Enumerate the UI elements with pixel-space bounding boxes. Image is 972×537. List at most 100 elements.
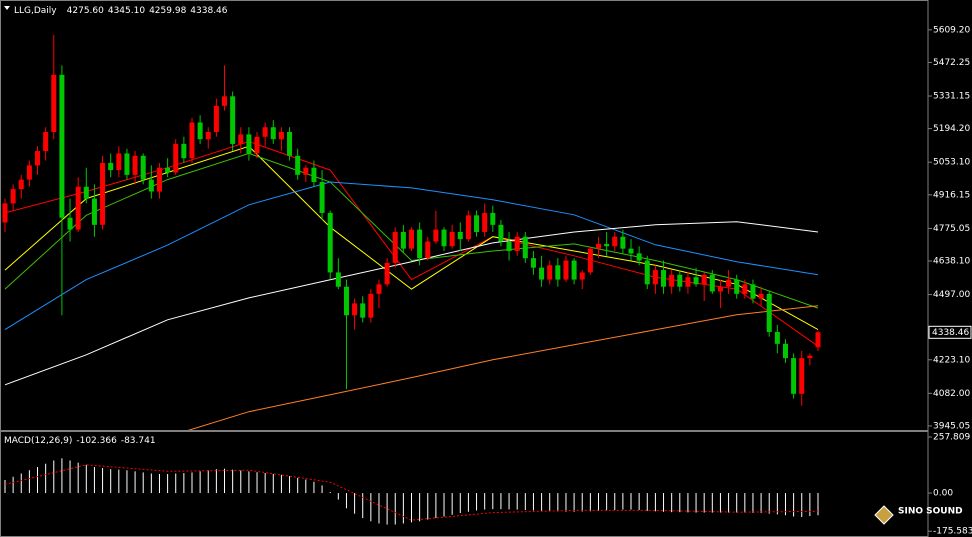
candle-body [425,241,431,259]
candle-body [319,181,325,213]
candle-body [392,231,398,263]
candle-body [26,165,32,180]
candle-body [148,179,154,192]
candle-body [766,293,772,332]
candle-body [774,331,780,344]
candle-body [173,143,179,173]
main-plot [2,34,821,430]
candle-body [278,132,284,140]
header-value: 4259.98 [149,6,186,16]
menu-arrow [4,6,10,10]
candle-body [335,272,341,287]
candle-body [539,267,545,280]
candle-body [677,274,683,287]
candle-body [693,277,699,285]
candle-body [571,260,577,280]
logo: SINO SOUND [874,505,963,525]
candle-body [181,143,187,159]
series-line [187,305,819,430]
candle-body [368,293,374,318]
candle-body [400,231,406,249]
candle-body [156,167,162,192]
candle-body [124,153,130,175]
candle-body [67,217,73,230]
y-tick-label: 257.809 [933,433,970,443]
candle-body [205,132,211,140]
candle-body [409,229,414,249]
candle-body [433,229,439,242]
candle-body [43,132,49,152]
y-tick-label: 5331.15 [933,92,970,102]
candle-body [579,272,585,280]
series-line [4,221,819,386]
candle-body [254,136,260,154]
candle-body [604,243,610,247]
candle-body [132,155,138,175]
candle-body [270,127,276,140]
y-tick-label: 4497.00 [933,290,970,300]
candle-body [2,203,8,223]
candle-body [295,155,301,175]
candle-body [246,134,252,154]
y-tick-label: 4916.15 [933,190,970,200]
candle-body [417,229,423,259]
symbol: LLG,Daily [14,6,57,16]
candle-body [742,284,748,294]
header-value: 4345.10 [108,6,145,16]
y-tick-label: 5053.10 [933,158,970,168]
candle-body [782,343,788,359]
candle-body [807,355,813,359]
candle-body [352,303,358,316]
candle-body [661,270,667,287]
candle-body [652,270,658,285]
candle-body [140,155,146,180]
y-tick-label: 4082.00 [933,389,970,399]
y-tick-label: 4775.05 [933,224,970,234]
series-line [4,140,819,347]
candle-body [587,248,593,273]
candle-body [612,236,618,247]
candle-body [222,96,228,106]
candle-body [287,132,293,156]
series-line [4,152,819,309]
candle-body [685,277,691,287]
candle-body [750,284,756,299]
candle-body [18,179,24,190]
y-tick-label: 5609.20 [933,25,970,35]
macd-title: MACD(12,26,9) [4,436,72,446]
candle-body [376,284,382,294]
header: LLG,Daily 4275.60 4345.10 4259.98 4338.46 [14,6,228,16]
y-tick-label: -175.583 [933,527,972,537]
series-line [4,464,819,521]
candle-body [669,274,675,287]
y-tick-label: 4223.10 [933,355,970,365]
candle-body [449,231,455,247]
candle-body [75,186,81,230]
candle-body [717,286,723,292]
y-tick-label: 5194.20 [933,124,970,134]
series-line [4,181,819,331]
price-box [928,325,972,339]
y-tick-label: 0.00 [933,489,953,499]
main-frame [0,0,929,431]
candle-body [311,167,317,182]
candle-body [59,74,65,218]
candle-body [709,274,715,292]
candle-body [441,229,447,247]
current-price: 4338.46 [932,328,969,338]
candle-body [734,279,740,294]
candle-body [165,167,171,173]
candle-body [213,105,219,133]
candle-body [360,303,366,318]
candle-body [343,286,349,316]
y-tick-label: 4638.10 [933,256,970,266]
candle-body [498,224,504,242]
candle-body [100,162,106,225]
candle-body [799,358,805,394]
candle-body [108,162,114,171]
candle-body [636,253,642,261]
macd-value: -102.366 [76,436,117,446]
candle-body [465,215,471,240]
